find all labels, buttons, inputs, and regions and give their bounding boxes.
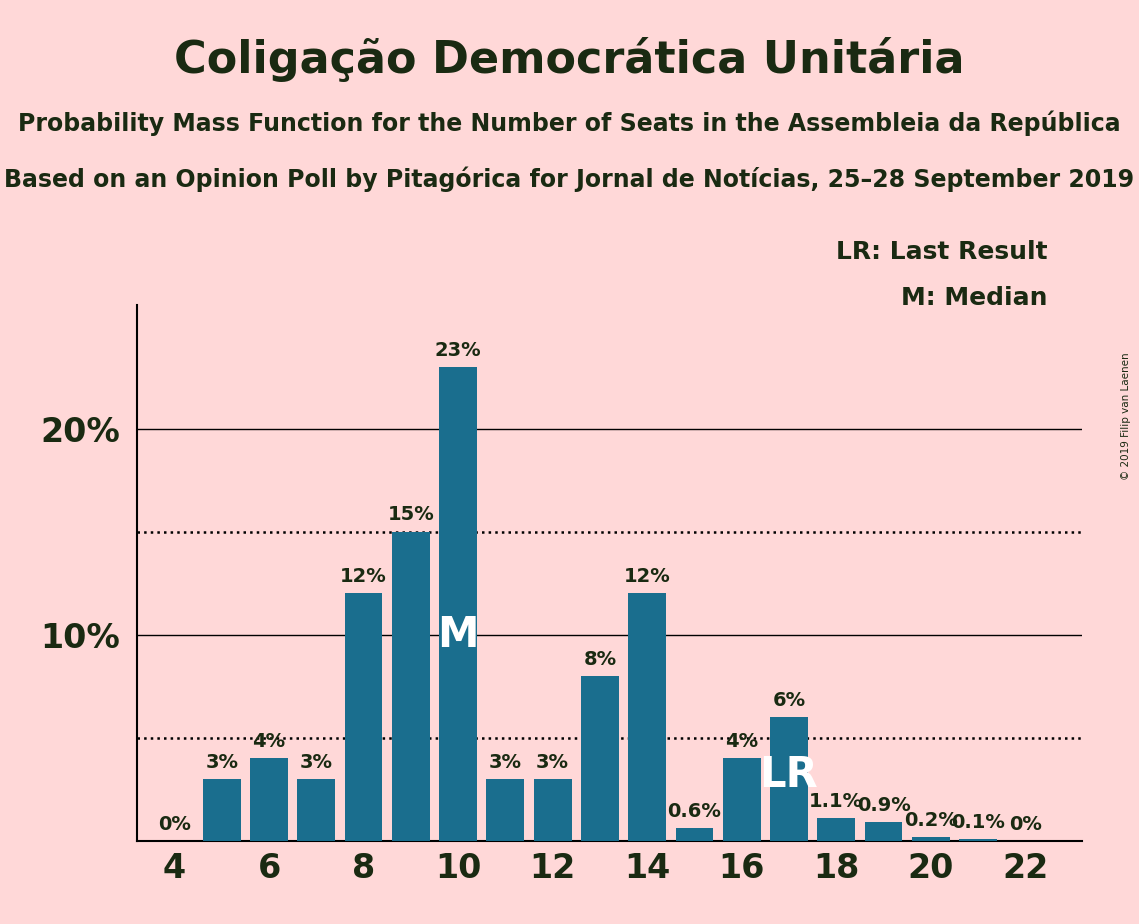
Text: 0.9%: 0.9% — [857, 796, 910, 815]
Bar — [534, 779, 572, 841]
Bar — [251, 759, 288, 841]
Text: 12%: 12% — [341, 567, 387, 587]
Text: M: Median: M: Median — [901, 286, 1048, 310]
Text: 0.1%: 0.1% — [951, 812, 1005, 832]
Bar — [629, 593, 666, 841]
Text: Probability Mass Function for the Number of Seats in the Assembleia da República: Probability Mass Function for the Number… — [18, 111, 1121, 137]
Text: 1.1%: 1.1% — [809, 792, 863, 811]
Bar — [675, 829, 713, 841]
Bar — [581, 676, 618, 841]
Text: 4%: 4% — [726, 732, 759, 751]
Text: 0.2%: 0.2% — [904, 810, 958, 830]
Text: © 2019 Filip van Laenen: © 2019 Filip van Laenen — [1121, 352, 1131, 480]
Bar — [912, 837, 950, 841]
Text: 23%: 23% — [435, 341, 482, 359]
Text: LR: LR — [760, 754, 818, 796]
Bar — [345, 593, 383, 841]
Text: 15%: 15% — [387, 505, 434, 525]
Bar — [770, 717, 808, 841]
Bar — [486, 779, 524, 841]
Text: 12%: 12% — [624, 567, 671, 587]
Bar — [392, 531, 429, 841]
Text: LR: Last Result: LR: Last Result — [836, 240, 1048, 264]
Bar — [440, 367, 477, 841]
Bar — [818, 818, 855, 841]
Bar — [723, 759, 761, 841]
Text: 0%: 0% — [158, 815, 191, 833]
Text: Based on an Opinion Poll by Pitagórica for Jornal de Notícias, 25–28 September 2: Based on an Opinion Poll by Pitagórica f… — [5, 166, 1134, 192]
Bar — [865, 822, 902, 841]
Text: Coligação Democrática Unitária: Coligação Democrática Unitária — [174, 37, 965, 82]
Text: 3%: 3% — [536, 753, 570, 772]
Text: M: M — [437, 614, 478, 656]
Bar — [203, 779, 240, 841]
Text: 6%: 6% — [772, 691, 805, 710]
Text: 3%: 3% — [489, 753, 522, 772]
Bar — [297, 779, 335, 841]
Text: 0.6%: 0.6% — [667, 802, 721, 821]
Bar — [959, 839, 997, 841]
Text: 0%: 0% — [1009, 815, 1042, 833]
Text: 3%: 3% — [300, 753, 333, 772]
Text: 8%: 8% — [583, 650, 616, 669]
Text: 3%: 3% — [205, 753, 238, 772]
Text: 4%: 4% — [253, 732, 286, 751]
